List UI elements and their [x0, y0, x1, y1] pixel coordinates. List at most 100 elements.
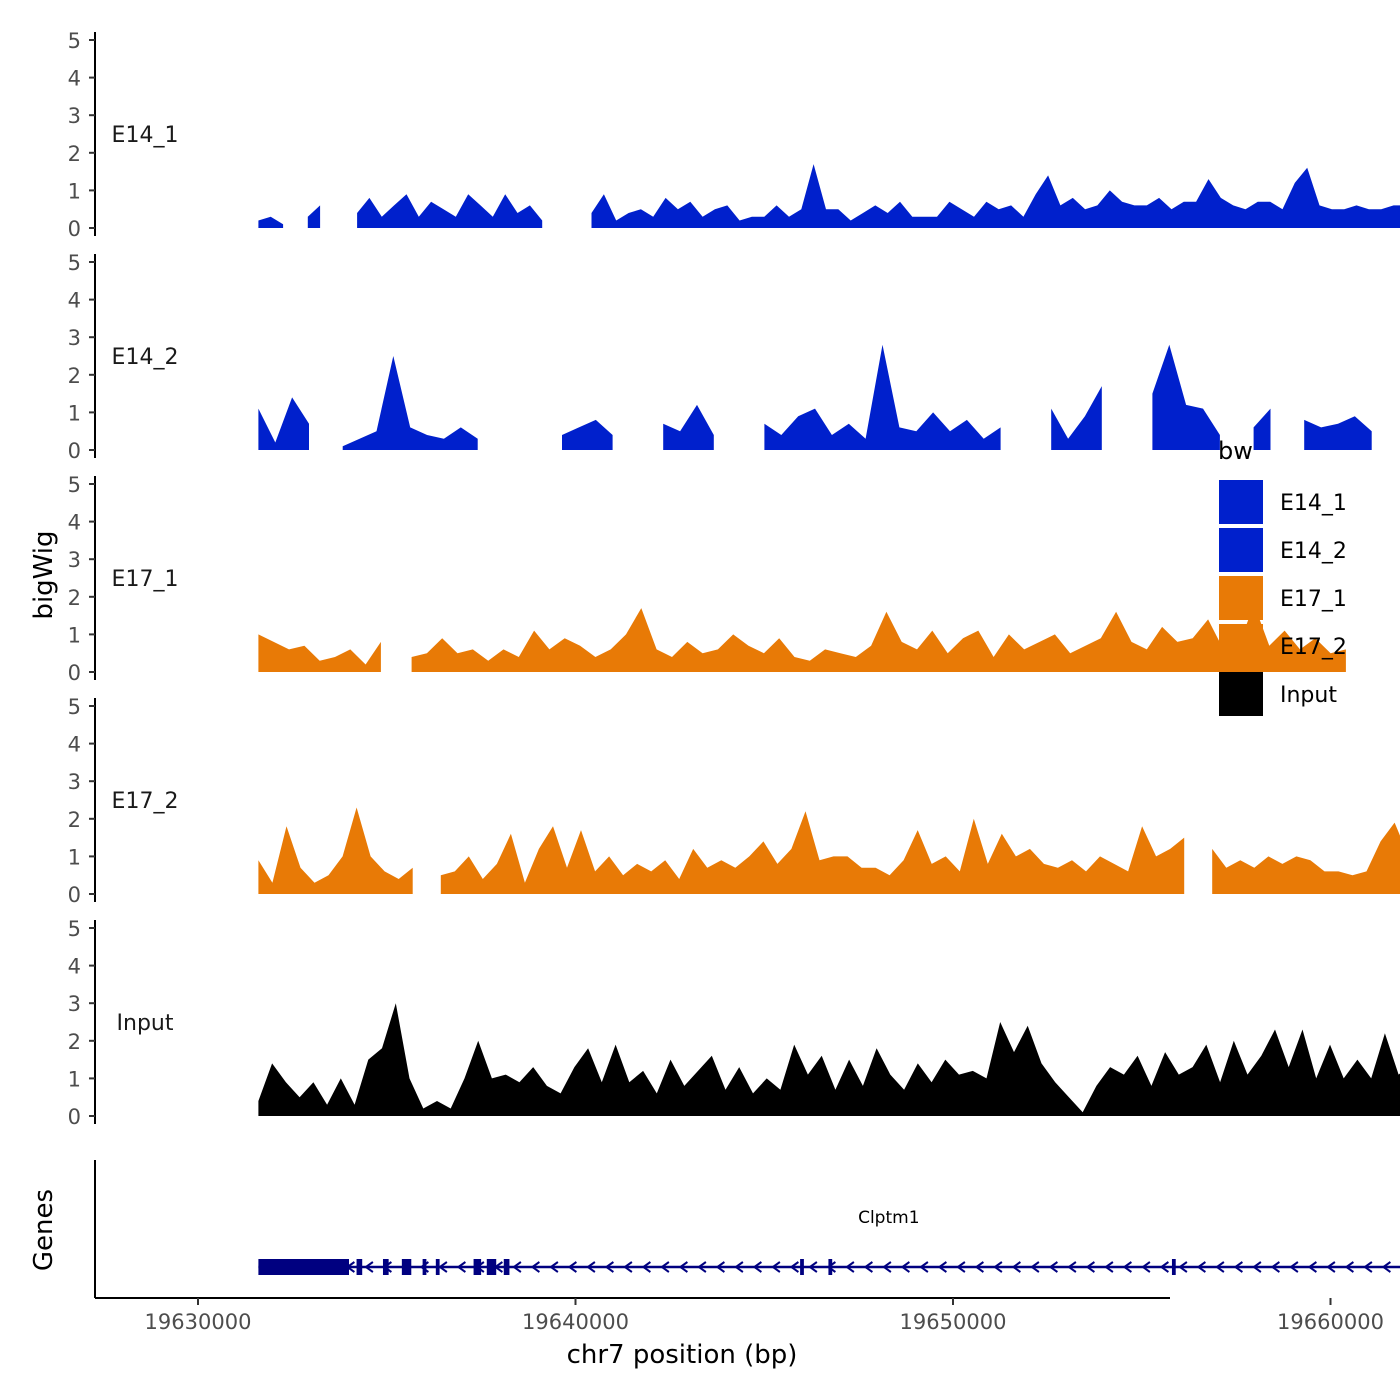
y-tick-label: 2: [68, 586, 81, 610]
coverage-area-e14-1: [591, 164, 1400, 228]
gene-exon: [486, 1259, 497, 1275]
gene-name-label: Clptm1: [858, 1208, 919, 1228]
track-input: 0 1 2 3 4 5 Input: [68, 917, 1400, 1129]
strand-arrow-icon: [1085, 1261, 1095, 1273]
y-tick-label: 2: [68, 808, 81, 832]
strand-arrow-icon: [549, 1261, 559, 1273]
coverage-area-e14-2: [1304, 416, 1372, 450]
y-tick-label: 1: [68, 845, 81, 869]
legend-item-e14-2: E14_2: [1219, 528, 1347, 572]
coverage-area-e17-1: [258, 634, 381, 672]
track-label: E17_2: [112, 789, 179, 814]
gene-exon: [828, 1259, 833, 1275]
x-tick-label: 19660000: [1277, 1310, 1384, 1334]
y-axis-title: bigWig: [29, 530, 59, 619]
strand-arrow-icon: [678, 1261, 688, 1273]
strand-arrow-icon: [1215, 1261, 1225, 1273]
gene-exon: [356, 1259, 363, 1275]
y-tick-label: 1: [68, 1067, 81, 1091]
strand-arrow-icon: [1326, 1261, 1336, 1273]
legend-title: bw: [1218, 437, 1253, 465]
strand-arrow-icon: [623, 1261, 633, 1273]
y-tick-label: 4: [68, 955, 81, 979]
strand-arrow-icon: [1363, 1261, 1373, 1273]
coverage-area-e14-1: [357, 194, 543, 228]
y-tick-label: 2: [68, 364, 81, 388]
strand-arrow-icon: [1159, 1261, 1169, 1273]
track-e17-1: 0 1 2 3 4 5 E17_1: [68, 473, 1346, 685]
gene-clptm1: Clptm1: [258, 1208, 1400, 1275]
y-tick-label: 1: [68, 401, 81, 425]
strand-arrow-icon: [641, 1261, 651, 1273]
y-tick-label: 5: [68, 695, 81, 719]
strand-arrow-icon: [771, 1261, 781, 1273]
y-tick-label: 5: [68, 473, 81, 497]
legend-swatch: [1219, 576, 1263, 620]
y-tick-label: 0: [68, 883, 81, 907]
legend-label: E14_2: [1280, 539, 1347, 564]
coverage-area-e14-1: [307, 205, 321, 228]
strand-arrow-icon: [956, 1261, 966, 1273]
strand-arrow-icon: [993, 1261, 1003, 1273]
legend-item-e17-2: E17_2: [1219, 624, 1347, 668]
legend: bw E14_1 E14_2 E17_1 E17_2 Input: [1218, 437, 1347, 716]
x-axis-title: chr7 position (bp): [567, 1340, 798, 1370]
y-tick-label: 5: [68, 251, 81, 275]
gene-exon: [473, 1259, 482, 1275]
y-tick-label: 3: [68, 326, 81, 350]
gene-exon: [422, 1259, 427, 1275]
gene-exon: [1171, 1259, 1176, 1275]
coverage-area-e14-2: [764, 344, 1001, 450]
strand-arrow-icon: [512, 1261, 522, 1273]
track-label: E14_1: [112, 123, 179, 148]
coverage-area-e17-1: [411, 604, 1346, 672]
strand-arrow-icon: [1011, 1261, 1021, 1273]
x-axis-ticks: 19630000 19640000 19650000 19660000: [145, 1298, 1384, 1334]
strand-arrow-icon: [530, 1261, 540, 1273]
coverage-area-e14-2: [663, 404, 714, 450]
strand-arrow-icon: [456, 1261, 466, 1273]
coverage-area-e17-2: [440, 811, 1185, 894]
y-tick-label: 3: [68, 992, 81, 1016]
legend-item-input: Input: [1219, 672, 1337, 716]
coverage-tracks: 0 1 2 3 4 5 E14_1 0 1 2 3 4 5 E14_2 0 1 2 3 4 5 E17_1 0 1 2 3 4 5 E…: [68, 29, 1400, 1129]
y-tick-label: 0: [68, 439, 81, 463]
track-e17-2: 0 1 2 3 4 5 E17_2: [68, 695, 1400, 907]
x-tick-label: 19650000: [900, 1310, 1007, 1334]
strand-arrow-icon: [660, 1261, 670, 1273]
strand-arrow-icon: [974, 1261, 984, 1273]
coverage-area-e17-2: [1212, 822, 1400, 894]
legend-items: E14_1 E14_2 E17_1 E17_2 Input: [1219, 480, 1347, 716]
strand-arrow-icon: [438, 1261, 448, 1273]
strand-arrow-icon: [567, 1261, 577, 1273]
coverage-area-e14-2: [1051, 386, 1102, 450]
gene-exon: [258, 1259, 349, 1275]
strand-arrow-icon: [1104, 1261, 1114, 1273]
y-tick-label: 3: [68, 104, 81, 128]
coverage-area-e14-1: [258, 216, 284, 228]
coverage-area-e14-2: [1253, 408, 1271, 450]
y-tick-label: 5: [68, 917, 81, 941]
legend-label: Input: [1280, 683, 1337, 708]
coverage-area-e14-2: [562, 419, 613, 450]
gene-exon: [401, 1259, 412, 1275]
strand-arrow-icon: [1233, 1261, 1243, 1273]
strand-arrow-icon: [789, 1261, 799, 1273]
y-tick-label: 4: [68, 289, 81, 313]
coverage-area-e14-2: [342, 356, 478, 450]
legend-swatch: [1219, 528, 1263, 572]
track-e14-2: 0 1 2 3 4 5 E14_2: [68, 251, 1372, 463]
strand-arrow-icon: [1067, 1261, 1077, 1273]
y-tick-label: 2: [68, 1030, 81, 1054]
gene-exon: [800, 1259, 804, 1275]
y-tick-label: 0: [68, 661, 81, 685]
legend-label: E17_1: [1280, 587, 1347, 612]
legend-swatch: [1219, 480, 1263, 524]
strand-arrow-icon: [826, 1261, 836, 1273]
y-tick-label: 5: [68, 29, 81, 53]
strand-arrow-icon: [808, 1261, 818, 1273]
gene-models: Clptm1: [258, 1208, 1400, 1275]
strand-arrow-icon: [364, 1261, 374, 1273]
y-tick-label: 3: [68, 548, 81, 572]
strand-arrow-icon: [919, 1261, 929, 1273]
